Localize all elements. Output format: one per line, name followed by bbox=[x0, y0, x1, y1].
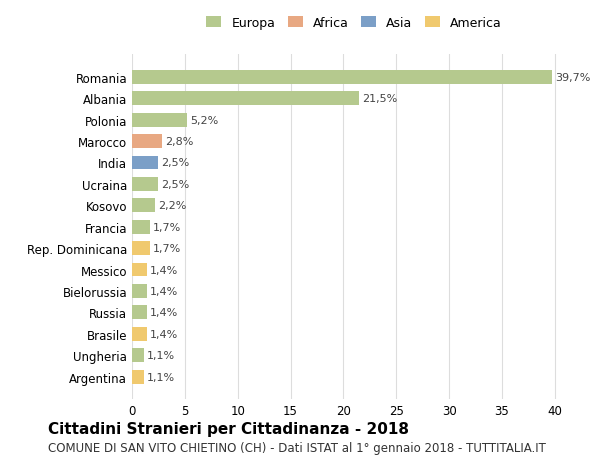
Bar bbox=[132, 284, 147, 298]
Bar bbox=[132, 370, 143, 384]
Text: 1,7%: 1,7% bbox=[153, 244, 181, 253]
Bar bbox=[132, 71, 551, 84]
Text: COMUNE DI SAN VITO CHIETINO (CH) - Dati ISTAT al 1° gennaio 2018 - TUTTITALIA.IT: COMUNE DI SAN VITO CHIETINO (CH) - Dati … bbox=[48, 442, 546, 454]
Text: 21,5%: 21,5% bbox=[362, 94, 398, 104]
Bar bbox=[132, 156, 158, 170]
Text: 2,5%: 2,5% bbox=[161, 158, 190, 168]
Bar bbox=[132, 348, 143, 362]
Bar bbox=[132, 178, 158, 191]
Text: 39,7%: 39,7% bbox=[555, 73, 590, 83]
Legend: Europa, Africa, Asia, America: Europa, Africa, Asia, America bbox=[206, 17, 502, 29]
Text: 2,5%: 2,5% bbox=[161, 179, 190, 190]
Bar bbox=[132, 92, 359, 106]
Text: 5,2%: 5,2% bbox=[190, 115, 218, 125]
Bar bbox=[132, 263, 147, 277]
Bar bbox=[132, 241, 150, 256]
Bar bbox=[132, 199, 155, 213]
Text: 1,4%: 1,4% bbox=[150, 329, 178, 339]
Text: 1,1%: 1,1% bbox=[147, 372, 175, 382]
Text: 1,1%: 1,1% bbox=[147, 350, 175, 360]
Bar bbox=[132, 327, 147, 341]
Bar bbox=[132, 135, 161, 149]
Text: 2,8%: 2,8% bbox=[165, 137, 193, 147]
Bar bbox=[132, 306, 147, 319]
Bar bbox=[132, 220, 150, 234]
Text: 2,2%: 2,2% bbox=[158, 201, 187, 211]
Text: 1,7%: 1,7% bbox=[153, 222, 181, 232]
Text: 1,4%: 1,4% bbox=[150, 286, 178, 296]
Bar bbox=[132, 113, 187, 127]
Text: 1,4%: 1,4% bbox=[150, 265, 178, 275]
Text: 1,4%: 1,4% bbox=[150, 308, 178, 318]
Text: Cittadini Stranieri per Cittadinanza - 2018: Cittadini Stranieri per Cittadinanza - 2… bbox=[48, 421, 409, 436]
